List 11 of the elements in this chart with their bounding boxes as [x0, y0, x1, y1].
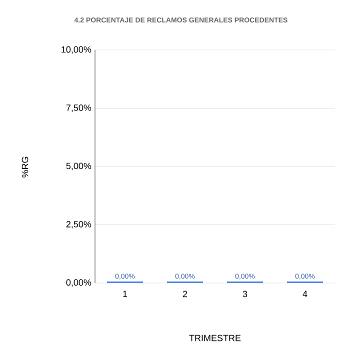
y-tick-label: 0,00% [66, 279, 92, 287]
x-tick-label: 4 [302, 290, 308, 297]
x-axis-title: TRIMESTRE [189, 334, 241, 342]
x-tick-label: 3 [242, 290, 248, 298]
x-tick-label: 2 [182, 290, 188, 298]
y-tick-label: 2,50% [66, 221, 92, 228]
y-axis-title: %RG [22, 156, 28, 178]
y-tick-label: 7,50% [66, 104, 92, 112]
y-tick-label: 10,00% [62, 46, 92, 54]
y-tick-label: 5,00% [66, 162, 92, 170]
x-tick-label: 1 [123, 290, 128, 297]
